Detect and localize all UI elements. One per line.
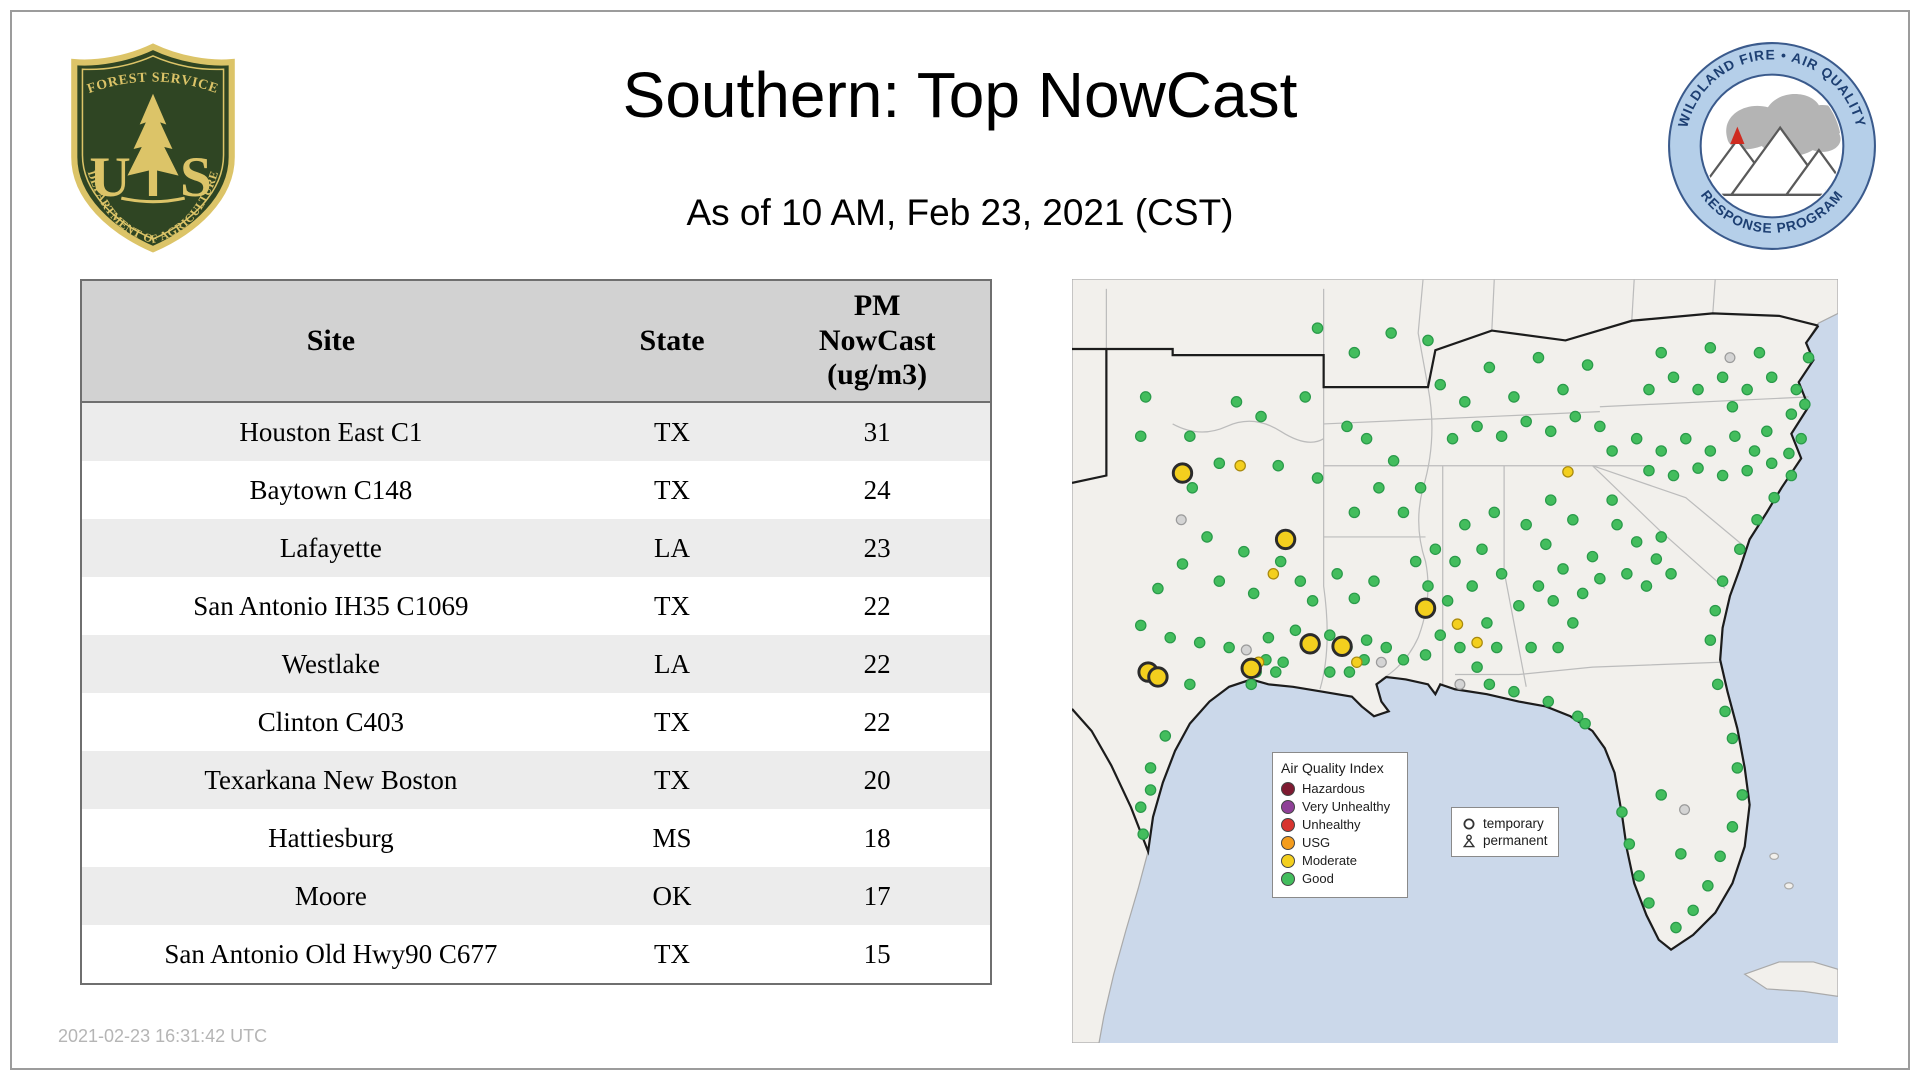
nowcast-table-panel: Site State PM NowCast (ug/m3) Houston Ea…: [80, 279, 992, 985]
airfire-logo: WILDLAND FIRE • AIR QUALITY RESPONSE PRO…: [1668, 42, 1876, 250]
aqi-legend: Air Quality Index Hazardous Very Unhealt…: [1272, 752, 1408, 898]
cell-site: Houston East C1: [239, 416, 423, 447]
good-swatch-icon: [1281, 871, 1295, 886]
legend-label: Unhealthy: [1302, 817, 1361, 832]
cell-pm: 31: [863, 416, 891, 447]
temporary-marker-icon: [1463, 818, 1475, 829]
cell-site: San Antonio Old Hwy90 C677: [164, 938, 498, 969]
cell-state: TX: [654, 706, 691, 737]
cell-state: MS: [652, 822, 692, 853]
permanent-marker-row: permanent: [1462, 833, 1548, 848]
table-row: Hattiesburg MS 18: [81, 809, 991, 867]
cell-site: San Antonio IH35 C1069: [193, 590, 469, 621]
table-row: Moore OK 17: [81, 867, 991, 925]
cell-state: OK: [652, 880, 692, 911]
pine-tree-icon: [127, 93, 179, 197]
nowcast-table: Site State PM NowCast (ug/m3) Houston Ea…: [80, 279, 992, 985]
cell-state: LA: [654, 532, 691, 563]
very-unhealthy-swatch-icon: [1281, 799, 1295, 814]
permanent-marker-icon: [1462, 834, 1476, 847]
table-row: Houston East C1 TX 31: [81, 402, 991, 461]
col-header-site: Site: [81, 280, 580, 403]
legend-label: Good: [1302, 871, 1334, 886]
table-row: Texarkana New Boston TX 20: [81, 751, 991, 809]
legend-item-unhealthy: Unhealthy: [1281, 817, 1399, 832]
cell-pm: 22: [863, 648, 891, 679]
cell-pm: 15: [863, 938, 891, 969]
marker-type-legend: temporary permanent: [1451, 807, 1559, 857]
legend-item-good: Good: [1281, 871, 1399, 886]
cell-state: TX: [654, 474, 691, 505]
cuba: [1743, 961, 1838, 997]
moderate-swatch-icon: [1281, 853, 1295, 868]
cell-site: Westlake: [281, 648, 381, 679]
cell-site: Lafayette: [279, 532, 382, 563]
stations-layer: [1134, 322, 1815, 934]
table-header-row: Site State PM NowCast (ug/m3): [81, 280, 991, 403]
table-row: Baytown C148 TX 24: [81, 461, 991, 519]
hazardous-swatch-icon: [1281, 781, 1295, 796]
cell-state: LA: [654, 648, 691, 679]
table-row: San Antonio IH35 C1069 TX 22: [81, 577, 991, 635]
cell-state: TX: [654, 764, 691, 795]
map-image: [1072, 279, 1838, 1043]
legend-label: Hazardous: [1302, 781, 1365, 796]
legend-item-very-unhealthy: Very Unhealthy: [1281, 799, 1399, 814]
smoke-plume-icon: [1726, 94, 1842, 156]
generated-timestamp: 2021-02-23 16:31:42 UTC: [58, 1026, 268, 1046]
cell-state: TX: [654, 416, 691, 447]
cell-pm: 24: [863, 474, 891, 505]
page-title: Southern: Top NowCast: [622, 59, 1298, 131]
cell-state: TX: [654, 938, 691, 969]
cell-state: TX: [654, 590, 691, 621]
cell-pm: 20: [863, 764, 891, 795]
legend-item-usg: USG: [1281, 835, 1399, 850]
table-row: Westlake LA 22: [81, 635, 991, 693]
cell-pm: 18: [863, 822, 891, 853]
usg-swatch-icon: [1281, 835, 1295, 850]
cell-pm: 22: [863, 590, 891, 621]
col-header-state: State: [579, 280, 765, 403]
table-row: Clinton C403 TX 22: [81, 693, 991, 751]
cell-pm: 22: [863, 706, 891, 737]
legend-item-hazardous: Hazardous: [1281, 781, 1399, 796]
legend-item-moderate: Moderate: [1281, 853, 1399, 868]
cell-pm: 17: [863, 880, 891, 911]
usfs-letter-s: S: [180, 146, 212, 209]
legend-label: USG: [1302, 835, 1331, 850]
table-row: Lafayette LA 23: [81, 519, 991, 577]
legend-label: Very Unhealthy: [1302, 799, 1391, 814]
page-subtitle: As of 10 AM, Feb 23, 2021 (CST): [686, 192, 1234, 233]
permanent-label: permanent: [1483, 833, 1548, 848]
cell-site: Moore: [294, 880, 367, 911]
flame-icon: [1730, 126, 1745, 144]
cell-site: Texarkana New Boston: [204, 764, 458, 795]
cell-site: Hattiesburg: [268, 822, 394, 853]
col-header-pm: PM NowCast (ug/m3): [764, 280, 991, 403]
usfs-logo: FOREST SERVICE U S DEPARTMENT OF AGRICUL…: [71, 43, 235, 253]
cell-site: Baytown C148: [249, 474, 413, 505]
temporary-marker-row: temporary: [1462, 816, 1548, 831]
temporary-label: temporary: [1483, 816, 1544, 831]
cell-site: Clinton C403: [257, 706, 405, 737]
unhealthy-swatch-icon: [1281, 817, 1295, 832]
airfire-emblem: [1702, 94, 1842, 197]
table-row: San Antonio Old Hwy90 C677 TX 15: [81, 925, 991, 984]
map-panel: Air Quality Index Hazardous Very Unhealt…: [1072, 279, 1838, 1043]
legend-label: Moderate: [1302, 853, 1357, 868]
aqi-legend-title: Air Quality Index: [1281, 760, 1384, 776]
cell-pm: 23: [863, 532, 891, 563]
